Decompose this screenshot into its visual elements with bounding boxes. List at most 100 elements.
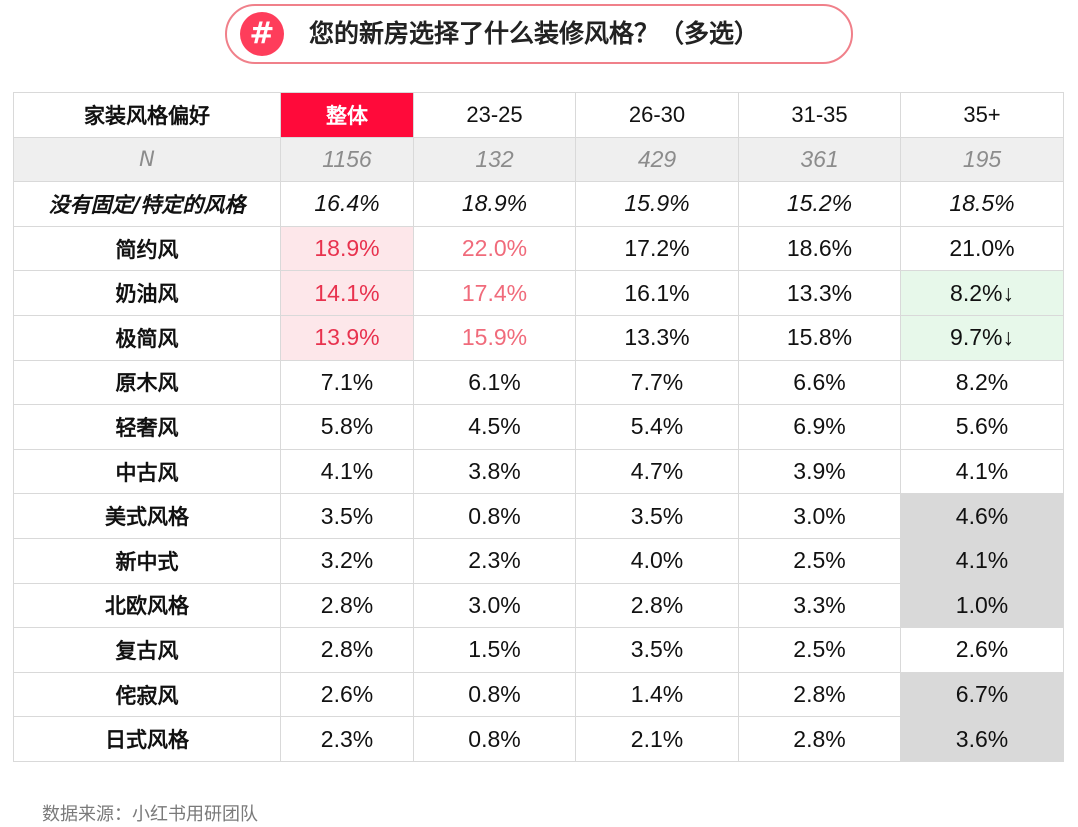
- value-cell: 7.7%: [575, 359, 739, 406]
- table-row: 简约风 18.9% 22.0% 17.2% 18.6% 21.0%: [13, 225, 1064, 272]
- value-cell: 2.5%: [738, 627, 901, 673]
- row-label: 北欧风格: [13, 582, 281, 629]
- style-preference-table: 家装风格偏好 整体 23-25 26-30 31-35 35+ N 1156 132 429 361…: [13, 92, 1064, 762]
- value-cell: 3.5%: [280, 493, 414, 539]
- value-cell: 2.8%: [280, 627, 414, 673]
- value-cell: 3.8%: [413, 448, 576, 495]
- value-cell: 18.9%: [280, 225, 414, 272]
- row-label: N: [13, 136, 281, 183]
- value-cell: 2.8%: [575, 582, 739, 629]
- row-label: 没有固定/特定的风格: [13, 181, 281, 227]
- value-cell: 15.9%: [413, 314, 576, 361]
- table-row: 侘寂风 2.6% 0.8% 1.4% 2.8% 6.7%: [13, 671, 1064, 718]
- row-label: 复古风: [13, 627, 281, 673]
- header-label: 家装风格偏好: [13, 92, 281, 138]
- value-cell: 4.5%: [413, 404, 576, 450]
- column-header: 整体: [280, 92, 414, 138]
- value-cell: 9.7%↓: [900, 314, 1064, 361]
- table-row: 奶油风 14.1% 17.4% 16.1% 13.3% 8.2%↓: [13, 270, 1064, 316]
- value-cell: 3.2%: [280, 537, 414, 584]
- value-cell: 5.4%: [575, 404, 739, 450]
- row-label: 日式风格: [13, 716, 281, 762]
- value-cell: 8.2%↓: [900, 270, 1064, 316]
- sample-size-cell: 361: [738, 136, 901, 183]
- value-cell: 6.7%: [900, 671, 1064, 718]
- value-cell: 22.0%: [413, 225, 576, 272]
- value-cell: 16.1%: [575, 270, 739, 316]
- value-cell: 4.1%: [280, 448, 414, 495]
- value-cell: 6.6%: [738, 359, 901, 406]
- source-note: 数据来源：小红书用研团队: [42, 804, 258, 825]
- value-cell: 18.9%: [413, 181, 576, 227]
- value-cell: 14.1%: [280, 270, 414, 316]
- value-cell: 7.1%: [280, 359, 414, 406]
- value-cell: 6.9%: [738, 404, 901, 450]
- value-cell: 2.1%: [575, 716, 739, 762]
- value-cell: 21.0%: [900, 225, 1064, 272]
- value-cell: 3.0%: [738, 493, 901, 539]
- value-cell: 3.0%: [413, 582, 576, 629]
- value-cell: 5.6%: [900, 404, 1064, 450]
- value-cell: 0.8%: [413, 671, 576, 718]
- sample-size-cell: 429: [575, 136, 739, 183]
- value-cell: 4.7%: [575, 448, 739, 495]
- value-cell: 8.2%: [900, 359, 1064, 406]
- value-cell: 1.0%: [900, 582, 1064, 629]
- row-label: 轻奢风: [13, 404, 281, 450]
- value-cell: 6.1%: [413, 359, 576, 406]
- hash-icon: #: [240, 12, 284, 56]
- value-cell: 17.2%: [575, 225, 739, 272]
- value-cell: 3.9%: [738, 448, 901, 495]
- table-row: 复古风 2.8% 1.5% 3.5% 2.5% 2.6%: [13, 627, 1064, 673]
- value-cell: 0.8%: [413, 493, 576, 539]
- value-cell: 2.8%: [280, 582, 414, 629]
- table-header-row: 家装风格偏好 整体 23-25 26-30 31-35 35+: [13, 92, 1064, 138]
- column-header: 23-25: [413, 92, 576, 138]
- value-cell: 2.8%: [738, 671, 901, 718]
- row-label: 侘寂风: [13, 671, 281, 718]
- table-row: 中古风 4.1% 3.8% 4.7% 3.9% 4.1%: [13, 448, 1064, 495]
- value-cell: 5.8%: [280, 404, 414, 450]
- sample-size-cell: 132: [413, 136, 576, 183]
- value-cell: 1.5%: [413, 627, 576, 673]
- sample-size-cell: 195: [900, 136, 1064, 183]
- row-label: 简约风: [13, 225, 281, 272]
- value-cell: 16.4%: [280, 181, 414, 227]
- table-row: 原木风 7.1% 6.1% 7.7% 6.6% 8.2%: [13, 359, 1064, 406]
- row-label: 原木风: [13, 359, 281, 406]
- table-row: 日式风格 2.3% 0.8% 2.1% 2.8% 3.6%: [13, 716, 1064, 762]
- value-cell: 3.3%: [738, 582, 901, 629]
- value-cell: 4.6%: [900, 493, 1064, 539]
- value-cell: 13.9%: [280, 314, 414, 361]
- value-cell: 4.1%: [900, 448, 1064, 495]
- sample-size-cell: 1156: [280, 136, 414, 183]
- title-pill: # 您的新房选择了什么装修风格？（多选）: [225, 4, 853, 64]
- table-row: 北欧风格 2.8% 3.0% 2.8% 3.3% 1.0%: [13, 582, 1064, 629]
- value-cell: 15.9%: [575, 181, 739, 227]
- value-cell: 13.3%: [738, 270, 901, 316]
- table-row: 极简风 13.9% 15.9% 13.3% 15.8% 9.7%↓: [13, 314, 1064, 361]
- value-cell: 13.3%: [575, 314, 739, 361]
- row-label: 奶油风: [13, 270, 281, 316]
- value-cell: 18.6%: [738, 225, 901, 272]
- value-cell: 18.5%: [900, 181, 1064, 227]
- table-row: 没有固定/特定的风格 16.4% 18.9% 15.9% 15.2% 18.5%: [13, 181, 1064, 227]
- table-row: 轻奢风 5.8% 4.5% 5.4% 6.9% 5.6%: [13, 404, 1064, 450]
- value-cell: 2.3%: [413, 537, 576, 584]
- row-label: 新中式: [13, 537, 281, 584]
- column-header: 26-30: [575, 92, 739, 138]
- page-title: 您的新房选择了什么装修风格？（多选）: [309, 19, 760, 48]
- value-cell: 4.1%: [900, 537, 1064, 584]
- table-row: 新中式 3.2% 2.3% 4.0% 2.5% 4.1%: [13, 537, 1064, 584]
- sample-size-row: N 1156 132 429 361 195: [13, 136, 1064, 183]
- row-label: 中古风: [13, 448, 281, 495]
- value-cell: 2.6%: [900, 627, 1064, 673]
- value-cell: 2.3%: [280, 716, 414, 762]
- value-cell: 3.5%: [575, 493, 739, 539]
- value-cell: 15.2%: [738, 181, 901, 227]
- column-header: 35+: [900, 92, 1064, 138]
- value-cell: 1.4%: [575, 671, 739, 718]
- column-header: 31-35: [738, 92, 901, 138]
- value-cell: 17.4%: [413, 270, 576, 316]
- row-label: 美式风格: [13, 493, 281, 539]
